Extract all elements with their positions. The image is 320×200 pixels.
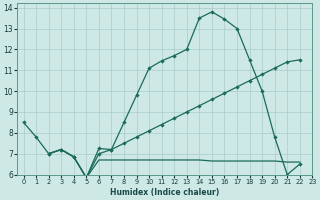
X-axis label: Humidex (Indice chaleur): Humidex (Indice chaleur) <box>110 188 220 197</box>
